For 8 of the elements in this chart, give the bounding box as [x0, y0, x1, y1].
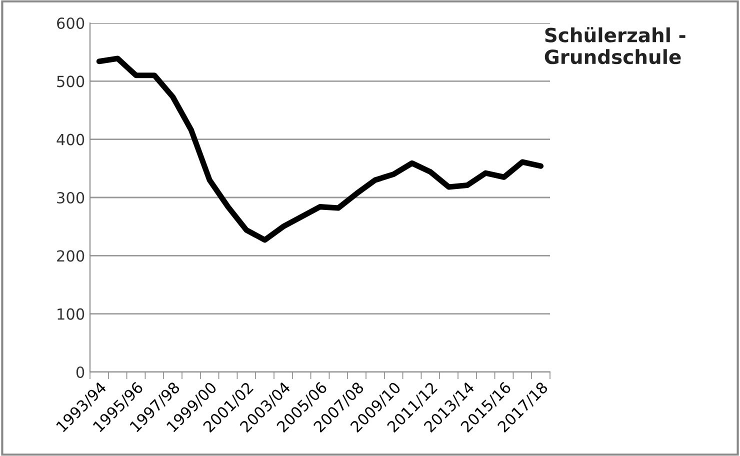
- y-tick-label: 500: [57, 76, 84, 88]
- text: Schülerzahl - Grundschule: [544, 27, 686, 64]
- y-tick-label: 300: [57, 192, 84, 204]
- y-tick-label: 100: [58, 308, 84, 320]
- y-tick-label: 200: [57, 250, 84, 262]
- y-tick-label: 600: [57, 17, 84, 30]
- y-tick-label: 0: [76, 366, 84, 378]
- y-tick-label: 400: [56, 134, 84, 146]
